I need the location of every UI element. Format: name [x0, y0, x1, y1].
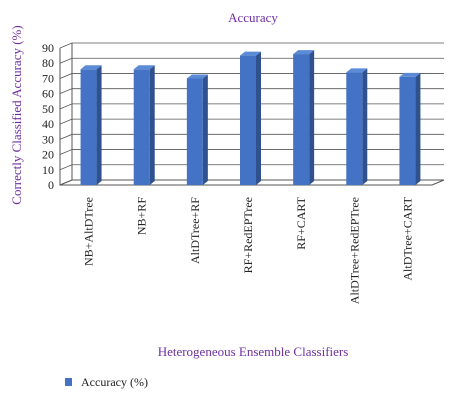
bar [346, 68, 368, 185]
y-tick-label: 90 [42, 41, 54, 55]
y-tick-label: 0 [48, 178, 54, 192]
y-tick-label: 60 [42, 87, 54, 101]
bar [293, 50, 315, 185]
x-axis-label: Heterogeneous Ensemble Classifiers [158, 344, 349, 359]
x-tick-label: NB+AltDTree [82, 197, 96, 266]
bar [133, 65, 155, 185]
x-tick-label: RF+RedEPTree [241, 197, 255, 273]
x-tick-label: AltDTree+RF [188, 197, 202, 264]
y-tick-label: 20 [42, 148, 54, 162]
x-tick-label: NB+RF [135, 197, 149, 235]
y-axis-label: Correctly Classified Accuracy (%) [9, 25, 24, 204]
legend-swatch [65, 378, 72, 386]
bar [186, 74, 208, 185]
axes [59, 43, 445, 186]
side-wall [59, 48, 73, 186]
y-tick-label: 80 [42, 56, 54, 70]
y-tick-label: 40 [42, 117, 54, 131]
x-tick-label: AltDTree+CART [400, 196, 414, 280]
legend-label: Accuracy (%) [81, 375, 148, 389]
legend: Accuracy (%) [65, 375, 148, 389]
y-tick-label: 10 [42, 163, 54, 177]
bar [240, 51, 261, 185]
bar [80, 65, 102, 185]
chart-title: Accuracy [228, 10, 278, 25]
floor [60, 179, 445, 186]
bars [80, 50, 421, 185]
x-tick-label: AltDTree+RedEPTree [347, 197, 361, 304]
bar [399, 72, 421, 185]
y-tick-label: 70 [42, 71, 54, 85]
gridline [59, 42, 444, 49]
x-tick-label: RF+CART [294, 196, 308, 249]
y-tick-label: 50 [42, 102, 54, 116]
x-tick-labels: NB+AltDTree NB+RF AltDTree+RF RF+RedEPTree R… [82, 196, 415, 304]
y-tick-label: 30 [42, 132, 54, 146]
